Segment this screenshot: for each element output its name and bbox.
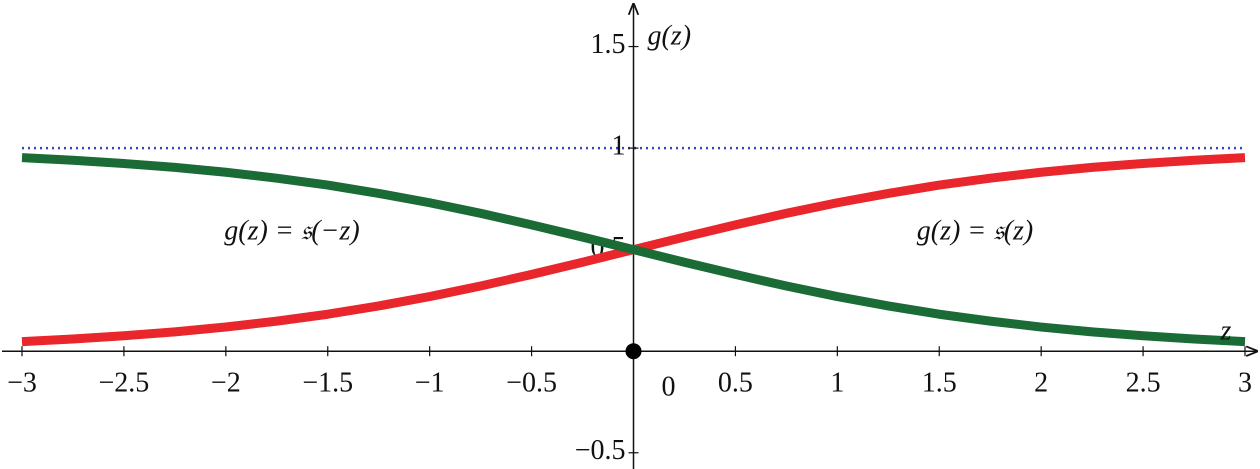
x-tick-label: 1.5 [922, 368, 957, 399]
x-tick-label: 0.5 [718, 368, 753, 399]
series-label: g(z) = 𝔰(z) [917, 215, 1034, 246]
x-axis-label: z [1220, 315, 1232, 346]
x-tick-label: 2.5 [1126, 368, 1161, 399]
x-tick-label: 2 [1034, 368, 1048, 399]
series-label: g(z) = 𝔰(−z) [224, 215, 359, 246]
y-tick-label: 1.5 [591, 29, 626, 60]
x-tick-label: −2 [211, 368, 241, 399]
origin-label: 0 [662, 372, 676, 403]
x-tick-label: −1.5 [302, 368, 353, 399]
x-tick-label: −2.5 [99, 368, 150, 399]
y-tick-label: −0.5 [575, 435, 626, 466]
y-tick-label: 1 [612, 131, 626, 162]
series-line [21, 153, 1246, 347]
x-tick-label: −1 [415, 368, 445, 399]
y-axis-label: g(z) [648, 20, 692, 51]
plot: −3 −2.5 −2 −1.5 −1 −0.5 0.5 1 1.5 2 2.5 3−0.50.511.… [2, 4, 1257, 469]
x-tick-label: 1 [830, 368, 844, 399]
x-tick-label: 3 [1238, 368, 1252, 399]
x-tick-label: −0.5 [506, 368, 557, 399]
x-tick-label: −3 [7, 368, 37, 399]
origin-point [625, 343, 642, 360]
